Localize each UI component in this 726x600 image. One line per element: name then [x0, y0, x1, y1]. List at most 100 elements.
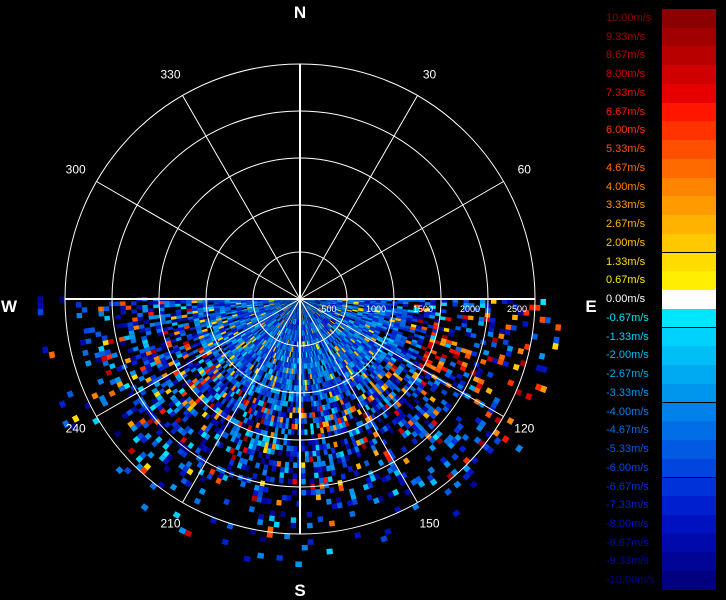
radar-cell — [325, 409, 330, 416]
radar-cell — [276, 316, 282, 321]
radar-cell — [384, 528, 392, 536]
radar-cell — [294, 423, 298, 430]
radar-cell — [424, 374, 431, 381]
radar-cell — [444, 402, 452, 410]
radar-cell — [237, 362, 243, 368]
radar-cell — [270, 386, 274, 393]
radar-cell — [326, 324, 331, 329]
radar-cell — [190, 401, 198, 408]
radar-cell — [435, 430, 443, 438]
radar-cell — [364, 404, 371, 411]
radar-cell — [307, 357, 310, 363]
radar-cell — [350, 493, 357, 500]
radar-cell — [316, 325, 320, 331]
colorbar-entry: -0.67m/s — [606, 308, 716, 328]
radar-cell — [295, 308, 298, 314]
radar-cell — [208, 304, 214, 307]
radar-cell — [396, 313, 402, 317]
radar-cell — [388, 427, 395, 435]
radar-cell — [353, 365, 359, 372]
radar-cell — [231, 399, 237, 406]
radar-cell — [332, 424, 337, 431]
radar-cell — [148, 357, 155, 364]
radar-cell — [456, 373, 463, 380]
radar-cell — [249, 364, 254, 371]
radar-cell — [154, 401, 161, 408]
colorbar-swatch — [662, 121, 716, 141]
radar-cell — [291, 352, 294, 358]
radar-cell — [272, 352, 277, 359]
radar-cell — [351, 313, 357, 317]
radar-cell — [374, 311, 380, 315]
radar-cell — [390, 382, 397, 389]
radar-cell — [407, 312, 414, 316]
radar-cell — [205, 322, 212, 327]
radar-cell — [219, 307, 226, 310]
radar-cell — [132, 435, 141, 444]
radar-cell — [99, 350, 106, 357]
radar-cell — [248, 350, 254, 356]
radar-cell — [286, 373, 290, 380]
radar-cell — [281, 343, 285, 350]
radar-cell — [238, 370, 245, 377]
radar-cell — [466, 468, 475, 477]
radar-cell — [231, 405, 237, 412]
radar-cell — [327, 403, 331, 410]
radar-cell — [182, 317, 188, 321]
radar-cell — [280, 360, 284, 367]
radar-cell — [324, 325, 330, 331]
radar-cell — [213, 341, 220, 346]
radar-cell — [297, 319, 299, 325]
radar-cell — [238, 315, 244, 319]
radar-cell — [434, 367, 442, 374]
radar-cell — [332, 315, 338, 319]
radar-cell — [220, 376, 226, 383]
radar-cell — [310, 322, 313, 328]
radar-cell — [323, 310, 329, 314]
radar-cell — [417, 316, 424, 321]
radar-cell — [469, 480, 478, 489]
radar-cell — [324, 308, 330, 311]
radar-cell — [321, 466, 327, 472]
radar-cell — [363, 308, 370, 311]
radar-cell — [274, 328, 279, 334]
radar-cell — [307, 329, 310, 336]
radar-cell — [319, 323, 324, 329]
radar-cell — [178, 326, 185, 331]
radar-cell — [107, 338, 115, 345]
radar-cell — [333, 377, 338, 384]
radar-cell — [338, 369, 343, 376]
radar-cell — [329, 355, 334, 362]
radar-cell — [292, 301, 297, 305]
radar-cell — [273, 521, 280, 528]
radar-cell — [313, 344, 316, 351]
radar-cell — [333, 359, 338, 366]
radar-cell — [180, 381, 188, 388]
radar-cell — [302, 324, 304, 331]
radar-cell — [384, 365, 391, 372]
radar-cell — [303, 300, 309, 303]
radar-cell — [351, 336, 358, 341]
radar-cell — [368, 388, 374, 395]
angle-label-210: 210 — [160, 516, 180, 530]
radar-cell — [322, 340, 327, 347]
radar-cell — [228, 333, 234, 338]
radar-cell — [279, 331, 283, 337]
radar-cell — [311, 328, 315, 334]
radar-cell — [82, 349, 89, 357]
radar-cell — [162, 457, 170, 465]
radar-cell — [169, 410, 176, 418]
radar-cell — [364, 410, 371, 417]
radar-cell — [410, 323, 417, 328]
radar-cell — [217, 472, 225, 480]
radar-cell — [402, 304, 409, 307]
radar-cell — [170, 316, 177, 320]
radar-cell — [258, 307, 265, 310]
radar-cell — [229, 397, 235, 404]
radar-cell — [341, 421, 347, 428]
radar-cell — [280, 355, 284, 361]
radar-cell — [271, 381, 276, 388]
radar-cell — [345, 314, 351, 317]
colorbar-swatch — [662, 65, 716, 84]
radar-cell — [425, 409, 433, 416]
